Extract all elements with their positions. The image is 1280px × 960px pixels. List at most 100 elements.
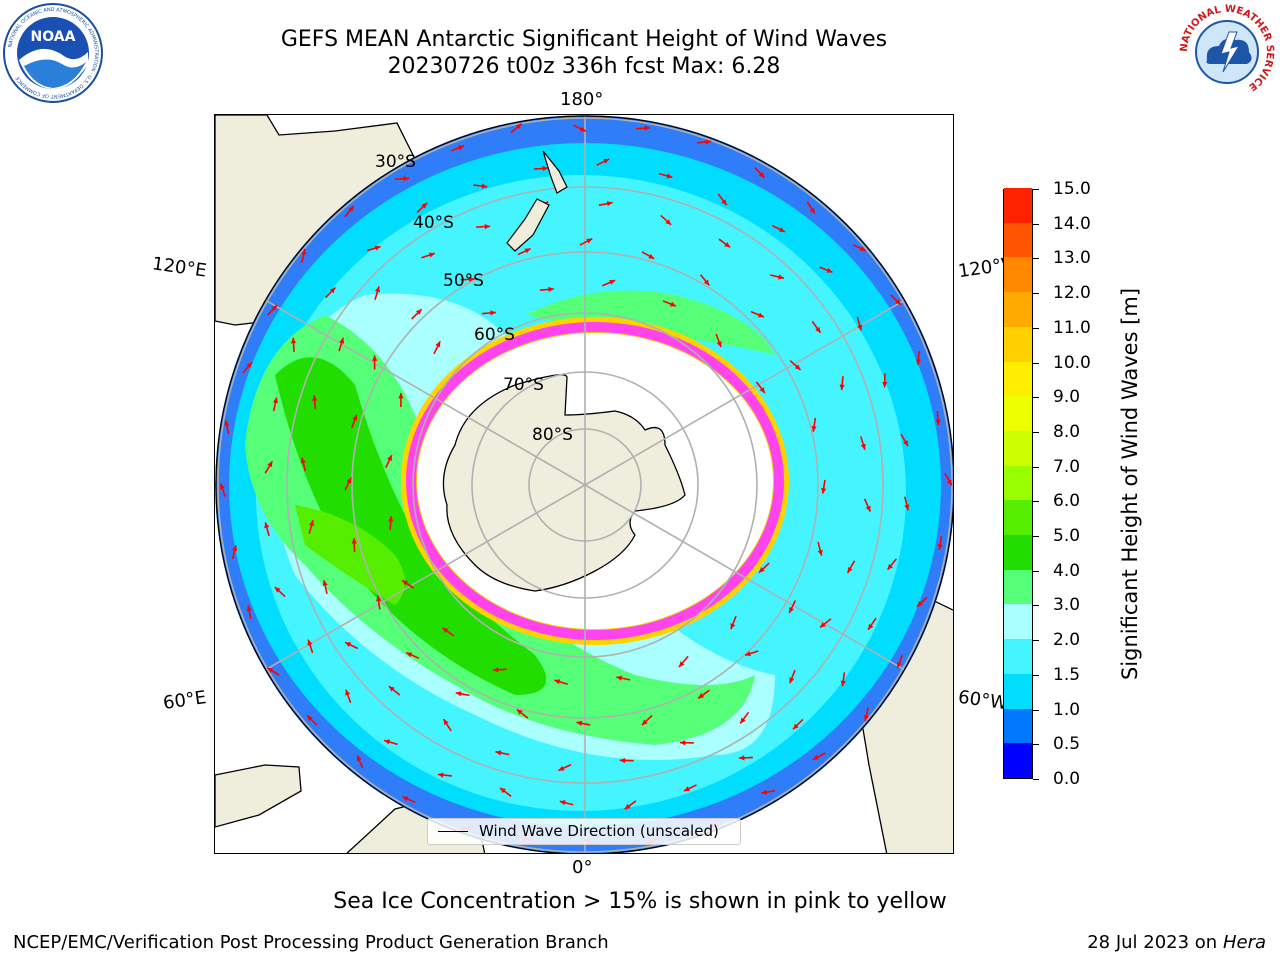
colorbar-tick: [1033, 466, 1039, 468]
chart-title: GEFS MEAN Antarctic Significant Height o…: [280, 27, 888, 52]
wave-field-3-4m-north: [525, 290, 775, 355]
wave-direction-arrowhead: [935, 419, 941, 425]
colorbar-tick: [1033, 223, 1039, 225]
lat-label-50s: 50°S: [443, 271, 484, 291]
wave-direction-arrowhead: [839, 384, 845, 391]
lon-label-60e: 60°E: [161, 687, 208, 714]
wave-direction-arrowhead: [442, 627, 449, 634]
colorbar-tick: [1033, 258, 1039, 260]
wave-direction-arrowhead: [388, 516, 394, 522]
colorbar-segment: [1004, 222, 1032, 258]
wave-direction-arrowhead: [402, 580, 408, 586]
colorbar-tick-label: 13.0: [1053, 248, 1091, 269]
wave-direction-arrowhead: [351, 538, 357, 544]
wave-direction-arrowhead: [859, 246, 866, 251]
chart-subtitle: 20230726 t00z 336h fcst Max: 6.28: [387, 54, 781, 79]
wind-wave-direction-arrows: [219, 123, 953, 846]
wave-direction-arrowhead: [490, 310, 496, 316]
wave-direction-arrowhead: [346, 477, 352, 484]
wave-direction-arrowhead: [761, 789, 767, 795]
lat-label-60s: 60°S: [474, 325, 515, 345]
wave-direction-arrowhead: [559, 800, 566, 806]
wave-direction-arrowhead: [495, 750, 502, 756]
colorbar-tick-label: 10.0: [1053, 352, 1091, 373]
colorbar-tick-label: 4.0: [1053, 560, 1081, 581]
wave-direction-arrowhead: [224, 420, 230, 427]
wave-direction-arrowhead: [402, 796, 409, 802]
sea-ice-note: Sea Ice Concentration > 15% is shown in …: [333, 889, 947, 914]
colorbar-segment: [1004, 499, 1032, 536]
wave-direction-arrowhead: [271, 304, 278, 311]
wave-direction-arrowhead: [903, 440, 909, 447]
wave-direction-arrowhead: [815, 326, 821, 333]
wave-direction-arrowhead: [896, 661, 902, 668]
wave-direction-arrowhead: [219, 483, 225, 490]
wave-direction-arrowhead: [267, 461, 273, 468]
colorbar-title: Significant Height of Wind Waves [m]: [1118, 287, 1142, 681]
wave-direction-arrowhead: [811, 425, 817, 432]
colorbar-tick: [1033, 570, 1039, 572]
lat-label-40s: 40°S: [413, 213, 454, 233]
wave-direction-arrowhead: [484, 224, 491, 230]
noaa-logo: NOAA NATIONAL OCEANIC AND ATMOSPHERIC AD…: [2, 2, 104, 108]
wave-direction-arrowhead: [789, 677, 795, 684]
wave-direction-arrowhead: [345, 642, 352, 648]
wave-direction-arrowhead: [619, 757, 626, 764]
wave-direction-arrowhead: [290, 337, 297, 344]
wave-direction-arrowhead: [847, 566, 853, 573]
wave-direction-arrowhead: [272, 397, 279, 404]
wave-direction-arrowhead: [388, 686, 395, 692]
colorbar-segment: [1004, 708, 1032, 744]
colorbar-segment: [1004, 326, 1032, 362]
wave-direction-arrowhead: [403, 176, 409, 182]
colorbar-tick: [1033, 293, 1039, 295]
wave-direction-arrowhead: [819, 622, 826, 628]
wave-direction-arrowhead: [758, 171, 765, 178]
wave-direction-arrowhead: [778, 227, 785, 232]
wave-direction-arrowhead: [915, 359, 922, 365]
longitude-gridlines: [215, 115, 953, 853]
wave-direction-arrowhead: [352, 414, 358, 421]
colorbar-segment: [1004, 361, 1032, 397]
wave-direction-arrowhead: [778, 274, 784, 280]
wave-direction-arrowhead: [375, 595, 382, 602]
map-legend: Wind Wave Direction (unscaled): [427, 818, 741, 845]
wave-direction-arrowhead: [817, 549, 823, 556]
wave-direction-arrowhead: [703, 279, 710, 286]
wave-direction-arrowhead: [666, 173, 673, 179]
wave-direction-arrowhead: [345, 689, 351, 696]
wave-direction-arrowhead: [868, 623, 874, 630]
colorbar-segment: [1004, 187, 1032, 223]
wave-field-5-6m: [295, 505, 405, 605]
colorbar-tick: [1033, 640, 1039, 642]
wave-direction-arrowhead: [300, 457, 306, 464]
wave-direction-arrowhead: [384, 739, 391, 745]
colorbar-tick: [1033, 536, 1039, 538]
lon-label-60w: 60°W: [956, 686, 1009, 715]
wave-direction-arrowhead: [264, 522, 270, 529]
wave-direction-arrowhead: [374, 245, 381, 251]
wave-direction-arrowhead: [558, 765, 565, 771]
wave-direction-arrowhead: [548, 286, 554, 293]
wave-direction-arrowhead: [428, 252, 435, 258]
wave-direction-arrowhead: [821, 487, 827, 494]
colorbar-segment: [1004, 291, 1032, 327]
wave-direction-arrowhead: [679, 740, 686, 746]
wave-direction-arrowhead: [516, 709, 523, 715]
wave-direction-arrowhead: [937, 544, 943, 550]
wave-direction-arrowhead: [895, 299, 901, 305]
sea-ice-edge-pink: [406, 322, 784, 640]
wave-direction-arrowhead: [524, 248, 531, 254]
colorbar-tick-label: 14.0: [1053, 213, 1091, 234]
wave-direction-arrowhead: [246, 605, 252, 612]
map-frame: [214, 114, 954, 854]
wave-direction-arrowhead: [329, 287, 336, 294]
colorbar-segment: [1004, 603, 1032, 640]
wave-direction-arrowhead: [468, 276, 475, 282]
new-zealand-north: [542, 150, 568, 194]
wave-direction-arrowhead: [515, 123, 522, 130]
wave-direction-arrowhead: [306, 715, 313, 722]
colorbar-tick-label: 0.0: [1053, 769, 1081, 789]
colorbar-segment: [1004, 395, 1032, 431]
colorbar-segment: [1004, 638, 1032, 674]
